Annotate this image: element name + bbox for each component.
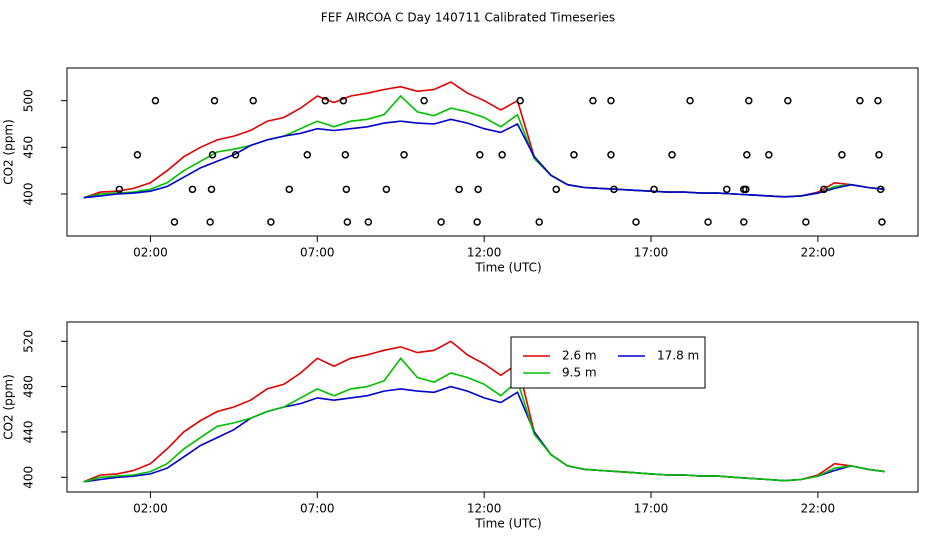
sample-point xyxy=(875,151,883,159)
sample-point xyxy=(343,218,352,226)
sample-point xyxy=(115,185,124,194)
x-tick-label: 17:00 xyxy=(634,502,669,516)
sample-point xyxy=(745,96,753,105)
sample-point xyxy=(856,96,864,105)
x-tick-label: 22:00 xyxy=(801,246,836,260)
sample-point xyxy=(784,96,792,105)
legend-box xyxy=(510,336,706,389)
sample-point xyxy=(342,185,351,194)
sample-point xyxy=(207,185,216,194)
sample-point xyxy=(133,151,142,159)
sample-point xyxy=(742,185,750,194)
y-tick-label: 400 xyxy=(22,466,36,489)
sample-point xyxy=(341,151,350,159)
y-tick-label: 400 xyxy=(22,183,36,206)
plot-frame xyxy=(66,67,919,237)
sample-point xyxy=(170,218,179,226)
page-title: FEF AIRCOA C Day 140711 Calibrated Times… xyxy=(321,11,615,25)
x-tick-label: 12:00 xyxy=(467,246,502,260)
y-axis-label: CO2 (ppm) xyxy=(2,374,16,440)
sample-point xyxy=(498,151,506,159)
sample-point xyxy=(589,96,597,105)
sample-point xyxy=(303,151,312,159)
sample-point xyxy=(668,151,676,159)
series-line xyxy=(83,81,885,199)
sample-point xyxy=(339,96,348,105)
x-tick-label: 22:00 xyxy=(801,502,836,516)
sample-point xyxy=(704,218,712,226)
sample-point xyxy=(765,151,773,159)
series-line xyxy=(83,340,885,483)
sample-point xyxy=(267,218,275,226)
sample-point xyxy=(686,96,694,105)
sample-point xyxy=(838,151,846,159)
sample-point xyxy=(208,151,217,159)
x-axis-label: Time (UTC) xyxy=(474,517,541,531)
sample-point xyxy=(474,185,482,194)
sample-point xyxy=(570,151,578,159)
sample-point xyxy=(437,218,445,226)
sample-point xyxy=(740,218,748,226)
sample-point xyxy=(231,151,240,159)
sample-point xyxy=(820,185,828,194)
series-line xyxy=(83,118,885,199)
sample-point xyxy=(476,151,484,159)
x-tick-label: 12:00 xyxy=(467,502,502,516)
sample-point xyxy=(874,96,882,105)
y-axis-label: CO2 (ppm) xyxy=(2,119,16,185)
legend-label: 9.5 m xyxy=(562,366,597,380)
sample-point xyxy=(552,185,560,194)
x-tick-label: 17:00 xyxy=(634,246,669,260)
sample-point xyxy=(382,185,391,194)
y-tick-label: 440 xyxy=(22,420,36,443)
sample-point xyxy=(249,96,257,105)
sample-point xyxy=(516,96,524,105)
x-tick-label: 07:00 xyxy=(300,246,335,260)
sample-point xyxy=(607,96,615,105)
sample-point xyxy=(723,185,731,194)
x-axis-label: Time (UTC) xyxy=(474,261,541,275)
x-tick-label: 07:00 xyxy=(300,502,335,516)
sample-point xyxy=(188,185,197,194)
series-line xyxy=(83,94,885,199)
sample-point xyxy=(285,185,294,194)
x-tick-label: 02:00 xyxy=(133,246,168,260)
sample-point xyxy=(632,218,640,226)
sample-point xyxy=(650,185,658,194)
legend-label: 2.6 m xyxy=(562,349,597,363)
y-tick-label: 500 xyxy=(22,89,36,112)
sample-point xyxy=(400,151,408,159)
sample-point xyxy=(151,96,160,105)
sample-point xyxy=(473,218,481,226)
sample-point xyxy=(607,151,615,159)
series-line xyxy=(83,357,885,483)
sample-point xyxy=(364,218,373,226)
sample-point xyxy=(802,218,810,226)
y-tick-label: 520 xyxy=(22,330,36,353)
sample-point xyxy=(210,96,219,105)
sample-point xyxy=(535,218,543,226)
sample-point xyxy=(420,96,428,105)
sample-point xyxy=(455,185,463,194)
y-tick-label: 450 xyxy=(22,136,36,159)
x-tick-label: 02:00 xyxy=(133,502,168,516)
sample-point xyxy=(206,218,214,226)
sample-point xyxy=(321,96,330,105)
plot-frame xyxy=(66,321,919,493)
sample-point xyxy=(610,185,618,194)
sample-point xyxy=(878,218,886,226)
sample-point xyxy=(876,185,885,194)
legend-label: 17.8 m xyxy=(657,349,699,363)
series-line xyxy=(83,385,885,483)
sample-point xyxy=(743,151,751,159)
y-tick-label: 480 xyxy=(22,375,36,398)
